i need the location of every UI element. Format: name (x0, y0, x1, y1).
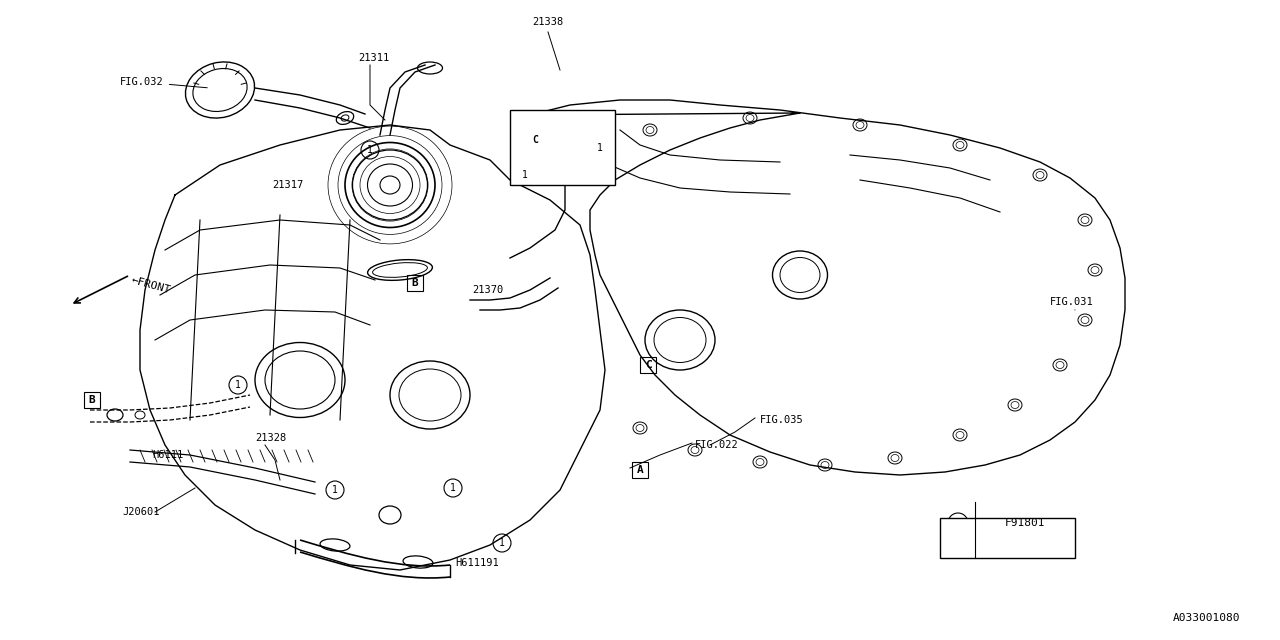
Text: 1: 1 (955, 518, 961, 528)
Text: C: C (645, 360, 652, 370)
Bar (509, 110, 614, 185)
Text: 21317: 21317 (273, 180, 303, 190)
Text: F91801: F91801 (1005, 518, 1046, 528)
Text: FIG.035: FIG.035 (760, 415, 804, 425)
Text: ←FRONT: ←FRONT (131, 275, 172, 295)
Polygon shape (140, 125, 605, 570)
Text: FIG.022: FIG.022 (695, 440, 739, 450)
Text: J20601: J20601 (122, 507, 160, 517)
Text: B: B (412, 278, 419, 288)
Text: H6111: H6111 (152, 450, 183, 460)
Text: 1: 1 (367, 145, 372, 155)
Text: 1: 1 (522, 170, 527, 180)
Text: A: A (636, 465, 644, 475)
Text: 21370: 21370 (472, 285, 503, 295)
Text: 1: 1 (451, 483, 456, 493)
Text: C: C (532, 135, 538, 145)
Text: H611191: H611191 (454, 558, 499, 568)
Text: FIG.031: FIG.031 (1050, 297, 1093, 310)
Text: FIG.032: FIG.032 (120, 77, 207, 88)
Bar (632, 462, 648, 478)
Text: 1: 1 (332, 485, 338, 495)
Text: B: B (88, 395, 96, 405)
Text: 1: 1 (596, 143, 603, 153)
Text: 21328: 21328 (255, 433, 287, 443)
Polygon shape (530, 100, 1125, 475)
Bar (407, 275, 422, 291)
Text: A033001080: A033001080 (1172, 613, 1240, 623)
Bar (529, 134, 541, 147)
Text: 1: 1 (236, 380, 241, 390)
Bar (84, 392, 100, 408)
Text: 21311: 21311 (358, 53, 389, 63)
Text: 21338: 21338 (532, 17, 563, 27)
Bar (940, 518, 1075, 558)
Text: 1: 1 (499, 538, 504, 548)
Bar (640, 357, 657, 373)
